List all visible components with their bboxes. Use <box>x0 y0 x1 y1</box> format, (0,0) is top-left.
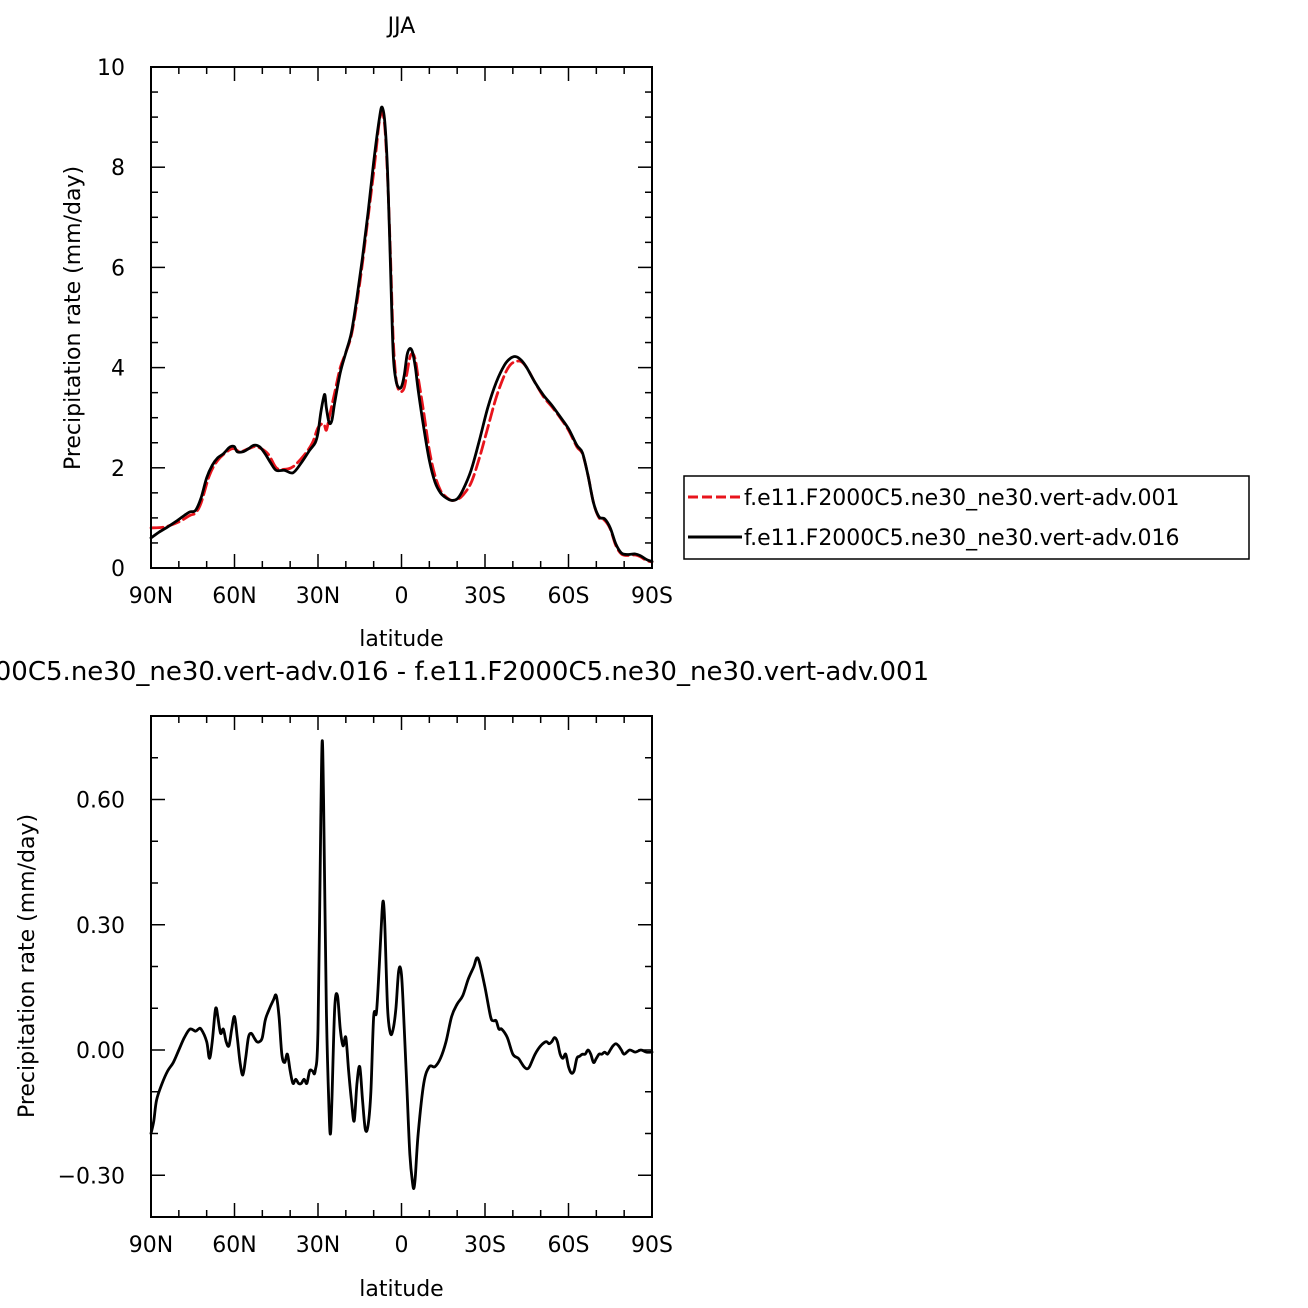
bottom-y-axis-label: Precipitation rate (mm/day) <box>15 814 40 1118</box>
top-y-tick-label: 10 <box>97 56 125 81</box>
bottom-y-tick-label: −0.30 <box>58 1164 125 1189</box>
legend: f.e11.F2000C5.ne30_ne30.vert-adv.001 f.e… <box>683 475 1250 560</box>
top-x-tick-label: 90S <box>631 584 673 609</box>
top-chart-title: JJA <box>386 14 416 39</box>
bottom-x-tick-label: 0 <box>395 1233 409 1258</box>
legend-label-series-2: f.e11.F2000C5.ne30_ne30.vert-adv.016 <box>744 526 1180 551</box>
bottom-chart-title: f.e11.F2000C5.ne30_ne30.vert-adv.016 - f… <box>0 657 929 687</box>
top-y-tick-label: 0 <box>111 557 125 582</box>
top-series-line-2 <box>149 105 654 563</box>
top-x-tick-label: 60S <box>548 584 590 609</box>
top-x-tick-label: 60N <box>212 584 256 609</box>
top-chart-series <box>149 105 654 564</box>
bottom-x-tick-labels: 90N 60N 30N 0 30S 60S 90S <box>129 1233 673 1258</box>
bottom-chart-series <box>149 739 654 1190</box>
mean-precip-chart: JJA 90N 60N 30N 0 30S 60S 90S 0 2 4 6 8 10 latitude… <box>61 14 1250 652</box>
bottom-plot-frame <box>150 715 653 1218</box>
top-x-axis-label: latitude <box>359 627 443 652</box>
top-x-tick-label: 30N <box>296 584 340 609</box>
bottom-y-tick-label: 0.00 <box>76 1039 125 1064</box>
bottom-x-tick-label: 30N <box>296 1233 340 1258</box>
top-y-tick-labels: 0 2 4 6 8 10 <box>97 56 125 582</box>
top-x-tick-label: 30S <box>464 584 506 609</box>
top-y-tick-label: 2 <box>111 457 125 482</box>
bottom-x-axis-label: latitude <box>359 1277 443 1302</box>
top-x-tick-label: 0 <box>395 584 409 609</box>
bottom-x-tick-label: 60N <box>212 1233 256 1258</box>
top-x-tick-label: 90N <box>129 584 173 609</box>
bottom-x-tick-label: 90N <box>129 1233 173 1258</box>
legend-box <box>683 475 1250 560</box>
top-y-axis-label: Precipitation rate (mm/day) <box>61 166 86 470</box>
bottom-x-tick-label: 60S <box>548 1233 590 1258</box>
bottom-y-tick-label: 0.30 <box>76 914 125 939</box>
top-y-tick-label: 4 <box>111 357 125 382</box>
top-y-tick-label: 6 <box>111 256 125 281</box>
bottom-x-tick-label: 30S <box>464 1233 506 1258</box>
difference-chart: f.e11.F2000C5.ne30_ne30.vert-adv.016 - f… <box>0 657 929 1302</box>
legend-label-series-1: f.e11.F2000C5.ne30_ne30.vert-adv.001 <box>744 486 1180 511</box>
bottom-y-tick-label: 0.60 <box>76 789 125 814</box>
bottom-series-line-1 <box>149 739 654 1190</box>
bottom-y-tick-labels: −0.30 0.00 0.30 0.60 <box>58 789 125 1190</box>
bottom-x-tick-label: 90S <box>631 1233 673 1258</box>
top-x-tick-labels: 90N 60N 30N 0 30S 60S 90S <box>129 584 673 609</box>
top-chart-ticks <box>150 66 653 569</box>
top-y-tick-label: 8 <box>111 156 125 181</box>
top-plot-frame <box>150 66 653 569</box>
